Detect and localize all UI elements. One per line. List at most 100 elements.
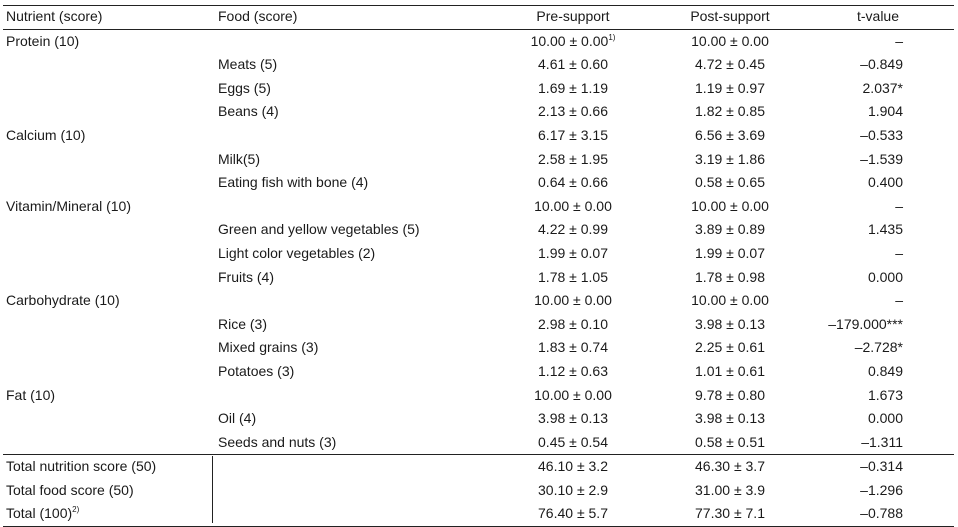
cell-total-label: Total nutrition score (50): [6, 455, 156, 479]
cell-post-support-text: 0.58 ± 0.51: [695, 433, 765, 450]
cell-pre-support-text: 1.69 ± 1.19: [538, 79, 608, 96]
cell-post-support-text: 10.00 ± 0.00: [691, 32, 769, 49]
cell-food-text: Fruits (4): [218, 268, 274, 285]
cell-t-value-text: 1.673: [867, 386, 903, 403]
cell-t-value: –0.314: [793, 455, 903, 479]
cell-pre-support: 10.00 ± 0.00: [478, 195, 668, 219]
cell-food: Meats (5): [218, 53, 277, 77]
cell-pre-support-text: 30.10 ± 2.9: [538, 481, 608, 498]
cell-t-value-text: –: [895, 292, 903, 309]
cell-t-value: –1.296: [793, 479, 903, 503]
cell-post-support: 77.30 ± 7.1: [635, 502, 825, 526]
cell-pre-support-text: 2.13 ± 0.66: [538, 103, 608, 120]
cell-post-support-text: 6.56 ± 3.69: [695, 126, 765, 143]
cell-t-value-text: –: [895, 197, 903, 214]
table-row: Carbohydrate (10) 10.00 ± 0.00 10.00 ± 0.0…: [3, 289, 954, 313]
cell-t-value-text: –: [895, 32, 903, 49]
cell-pre-support-text: 10.00 ± 0.00: [534, 292, 612, 309]
cell-t-value: 0.000: [793, 407, 903, 431]
cell-pre-support-text: 46.10 ± 3.2: [538, 458, 608, 475]
cell-post-support: 1.01 ± 0.61: [635, 360, 825, 384]
cell-pre-support: 0.64 ± 0.66: [478, 171, 668, 195]
cell-t-value-text: –0.849: [860, 56, 903, 73]
total-row: Total nutrition score (50) 46.10 ± 3.2 46.…: [3, 455, 954, 479]
cell-pre-support-footnote: 1): [608, 32, 616, 42]
cell-total-label: Total (100)2): [6, 502, 79, 526]
cell-post-support: 2.25 ± 0.61: [635, 336, 825, 360]
cell-pre-support: 10.00 ± 0.00: [478, 289, 668, 313]
cell-post-support: 10.00 ± 0.00: [635, 30, 825, 54]
total-row: Total food score (50) 30.10 ± 2.9 31.00 ± …: [3, 479, 954, 503]
cell-total-label: Total food score (50): [6, 479, 134, 503]
cell-pre-support-text: 10.00 ± 0.00: [530, 32, 609, 49]
cell-food-text: Seeds and nuts (3): [218, 433, 337, 450]
cell-post-support: 3.98 ± 0.13: [635, 407, 825, 431]
cell-t-value-text: 0.400: [867, 174, 903, 191]
cell-pre-support: 1.83 ± 0.74: [478, 336, 668, 360]
cell-total-label-text: Total nutrition score (50): [6, 458, 157, 475]
cell-t-value-text: 0.000: [867, 410, 903, 427]
cell-t-value: –: [793, 195, 903, 219]
cell-t-value-text: 0.849: [867, 362, 903, 379]
table-row: Beans (4) 2.13 ± 0.66 1.82 ± 0.85 1.904: [3, 100, 954, 124]
cell-post-support: 3.98 ± 0.13: [635, 313, 825, 337]
table-row: Potatoes (3) 1.12 ± 0.63 1.01 ± 0.61 0.849: [3, 360, 954, 384]
cell-post-support-text: 46.30 ± 3.7: [695, 458, 765, 475]
totals-column-divider: [212, 456, 213, 523]
cell-t-value: 1.673: [793, 384, 903, 408]
cell-pre-support: 4.61 ± 0.60: [478, 53, 668, 77]
cell-t-value: 1.904: [793, 100, 903, 124]
cell-pre-support-text: 4.61 ± 0.60: [538, 56, 608, 73]
cell-t-value-text: 2.037*: [862, 79, 903, 96]
cell-t-value-text: –: [895, 244, 903, 261]
cell-t-value: –1.539: [793, 148, 903, 172]
cell-t-value: –: [793, 289, 903, 313]
cell-post-support: 46.30 ± 3.7: [635, 455, 825, 479]
cell-food-text: Eggs (5): [218, 79, 271, 96]
table-row: Eggs (5) 1.69 ± 1.19 1.19 ± 0.97 2.037*: [3, 77, 954, 101]
cell-post-support-text: 77.30 ± 7.1: [695, 505, 765, 522]
table-top-rule: [3, 5, 954, 6]
cell-food-text: Oil (4): [218, 410, 257, 427]
cell-post-support-text: 0.58 ± 0.65: [695, 174, 765, 191]
cell-nutrient: Protein (10): [6, 30, 79, 54]
header-food: Food (score): [218, 8, 298, 24]
cell-t-value: 0.000: [793, 266, 903, 290]
cell-pre-support: 6.17 ± 3.15: [478, 124, 668, 148]
cell-post-support-text: 10.00 ± 0.00: [691, 197, 769, 214]
cell-post-support: 0.58 ± 0.51: [635, 431, 825, 455]
cell-t-value-text: –2.728*: [854, 339, 903, 356]
cell-nutrient-text: Protein (10): [6, 32, 80, 49]
cell-pre-support: 2.98 ± 0.10: [478, 313, 668, 337]
cell-food-text: Milk(5): [218, 150, 260, 167]
cell-pre-support-text: 3.98 ± 0.13: [538, 410, 608, 427]
cell-t-value-text: –179.000***: [828, 315, 903, 332]
cell-nutrient-text: Carbohydrate (10): [6, 292, 120, 309]
cell-t-value: –0.849: [793, 53, 903, 77]
cell-t-value: –1.311: [793, 431, 903, 455]
table-row: Green and yellow vegetables (5) 4.22 ± 0.…: [3, 218, 954, 242]
table-row: Oil (4) 3.98 ± 0.13 3.98 ± 0.13 0.000: [3, 407, 954, 431]
cell-post-support: 3.19 ± 1.86: [635, 148, 825, 172]
table-row: Rice (3) 2.98 ± 0.10 3.98 ± 0.13 –179.000**…: [3, 313, 954, 337]
table-row: Vitamin/Mineral (10) 10.00 ± 0.00 10.00 ± …: [3, 195, 954, 219]
cell-post-support: 10.00 ± 0.00: [635, 195, 825, 219]
cell-pre-support-text: 6.17 ± 3.15: [538, 126, 608, 143]
cell-post-support: 9.78 ± 0.80: [635, 384, 825, 408]
cell-post-support-text: 4.72 ± 0.45: [695, 56, 765, 73]
cell-nutrient-text: Fat (10): [6, 386, 56, 403]
cell-food: Mixed grains (3): [218, 336, 318, 360]
cell-food: Milk(5): [218, 148, 260, 172]
cell-t-value-text: –0.314: [860, 458, 903, 475]
cell-pre-support-text: 1.99 ± 0.07: [538, 244, 608, 261]
cell-pre-support: 1.99 ± 0.07: [478, 242, 668, 266]
cell-food: Potatoes (3): [218, 360, 294, 384]
cell-post-support-text: 3.19 ± 1.86: [695, 150, 765, 167]
cell-food: Rice (3): [218, 313, 267, 337]
cell-post-support: 3.89 ± 0.89: [635, 218, 825, 242]
cell-pre-support-text: 1.12 ± 0.63: [538, 362, 608, 379]
cell-post-support-text: 3.98 ± 0.13: [695, 315, 765, 332]
cell-food: Seeds and nuts (3): [218, 431, 336, 455]
cell-t-value: 1.435: [793, 218, 903, 242]
cell-post-support-text: 1.01 ± 0.61: [695, 362, 765, 379]
